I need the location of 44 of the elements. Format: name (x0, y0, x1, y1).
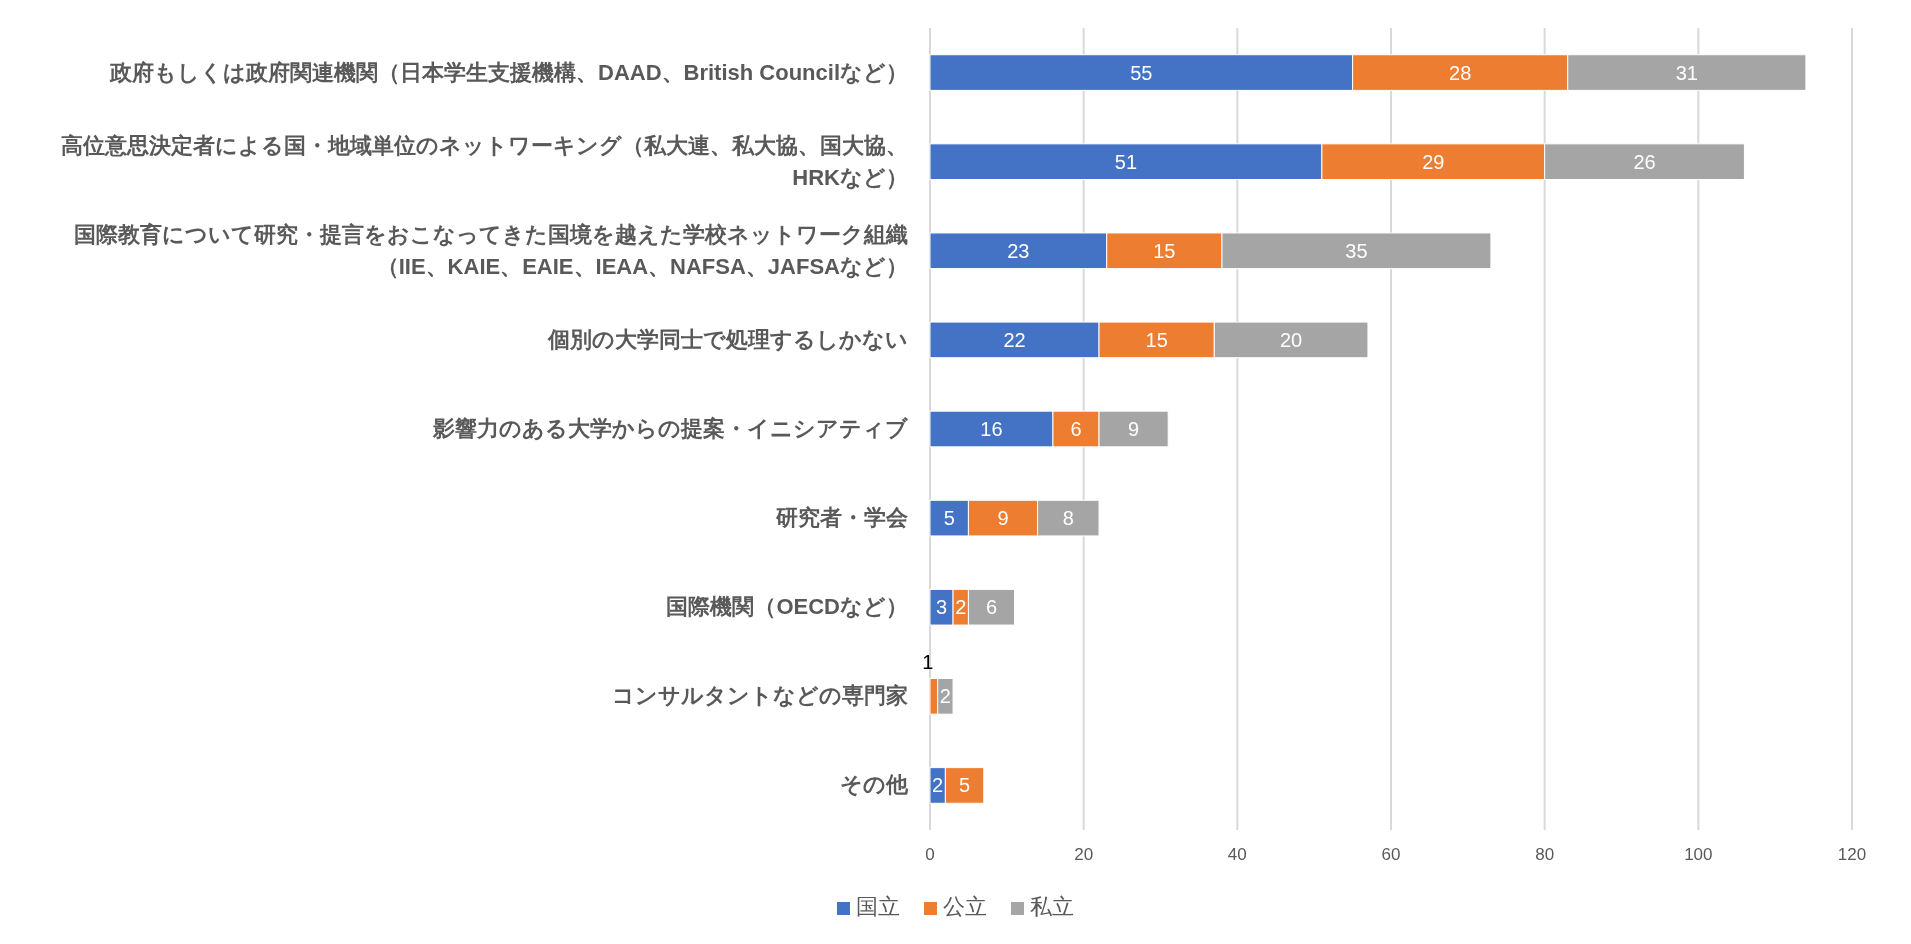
data-label: 1 (922, 650, 934, 673)
x-tick-label: 40 (1227, 845, 1247, 864)
y-tick-label: 影響力のある大学からの提案・イニシアティブ (433, 415, 908, 444)
y-tick-label: 研究者・学会 (776, 504, 908, 533)
y-tick-label: 政府もしくは政府関連機関（日本学生支援機構、DAAD、British Councilなど） (110, 58, 908, 87)
data-label: 8 (1062, 507, 1074, 530)
y-tick-label: その他 (840, 771, 908, 800)
data-label: 2 (955, 596, 967, 619)
x-tick-label: 0 (925, 845, 935, 864)
data-label: 2 (932, 774, 944, 797)
data-label: 26 (1633, 150, 1656, 173)
data-label: 51 (1114, 150, 1138, 173)
y-tick-label: 個別の大学同士で処理するしかない (548, 325, 908, 354)
y-tick-label: 高位意思決定者による国・地域単位のネットワーキング（私大連、私大協、国大協、HRKなど） (60, 131, 908, 192)
x-tick-label: 100 (1684, 845, 1713, 864)
y-tick-label: 国際機関（OECDなど） (666, 593, 908, 622)
y-tick-label: コンサルタントなどの専門家 (612, 682, 908, 711)
data-label: 9 (1128, 418, 1140, 440)
data-label: 15 (1145, 328, 1168, 351)
data-label: 9 (997, 507, 1009, 530)
legend-label: 私立 (1029, 894, 1074, 919)
data-label: 28 (1449, 61, 1472, 84)
data-label: 6 (985, 596, 998, 619)
data-label: 35 (1345, 239, 1368, 262)
data-label: 23 (1007, 239, 1030, 262)
data-label: 55 (1130, 61, 1153, 84)
legend-label: 国立 (855, 894, 900, 919)
data-label: 5 (959, 774, 971, 797)
data-label: 3 (935, 596, 948, 619)
x-tick-label: 80 (1535, 845, 1555, 864)
data-label: 5 (943, 507, 955, 530)
data-label: 22 (1003, 328, 1026, 351)
x-tick-label: 20 (1074, 845, 1094, 864)
data-label: 15 (1153, 239, 1176, 262)
legend-label: 公立 (942, 894, 987, 919)
data-label: 2 (939, 685, 951, 708)
data-label: 20 (1279, 328, 1303, 351)
y-tick-label: 国際教育について研究・提言をおこなってきた国境を越えた学校ネットワーク組織（IIE、KAIE、EAIE、IEAA、NAFSA、JAFSAなど） (73, 220, 908, 281)
data-label: 16 (980, 418, 1003, 440)
data-label: 31 (1675, 61, 1698, 84)
data-label: 29 (1422, 150, 1445, 173)
data-label: 6 (1070, 418, 1082, 440)
x-tick-label: 120 (1837, 845, 1867, 864)
x-tick-label: 60 (1381, 845, 1401, 864)
